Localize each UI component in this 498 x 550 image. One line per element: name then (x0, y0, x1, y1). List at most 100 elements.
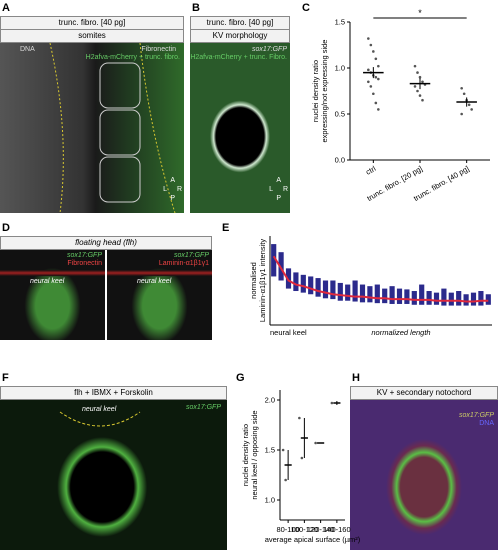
data-point (460, 86, 463, 90)
panel-label: D (2, 222, 10, 234)
data-point (377, 77, 380, 81)
x-tick-label: 140-160 (323, 525, 351, 534)
range-box (367, 286, 373, 303)
axis-label: R (282, 186, 288, 193)
y-axis-label: nuclei density ratio (311, 60, 320, 122)
data-point (470, 108, 473, 111)
y-axis-label: nuclei density ratio (241, 424, 250, 486)
micrograph: sox17:GFP Fibronectin neural keel (0, 250, 105, 340)
range-box (470, 292, 477, 306)
range-box (419, 284, 425, 305)
data-point (418, 75, 422, 79)
axis-label: A (170, 177, 175, 184)
x-axis-label: neural keel (270, 328, 307, 337)
fibronectin-band (0, 270, 105, 276)
axis-label: L (269, 186, 273, 193)
x-tick-label: 120-140 (307, 525, 335, 534)
panel-label: H (352, 372, 360, 384)
data-point (369, 43, 373, 47)
overlay (59, 411, 141, 427)
channel-label: sox17:GFP (66, 252, 102, 259)
panel-header: KV + secondary notochord (350, 386, 498, 400)
overlay (49, 43, 176, 213)
data-point (372, 92, 375, 96)
y-tick-label: 0.0 (335, 156, 345, 165)
range-box (293, 272, 299, 292)
x-tick-label: 80-100 (276, 525, 299, 534)
micrograph: DNA Fibronectin H2afva-mCherry + trunc. … (0, 43, 184, 213)
range-box (426, 291, 432, 305)
channel-label: sox17:GFP (173, 252, 209, 259)
data-point (374, 57, 378, 61)
y-tick-label: 1.0 (335, 64, 345, 73)
laminin-band (107, 270, 212, 276)
range-box (463, 294, 469, 306)
range-box (433, 292, 440, 305)
panel-label: A (2, 2, 10, 14)
channel-label: Fibronectin (67, 260, 102, 267)
channel-label: sox17:GFP (185, 404, 221, 411)
micrograph: sox17:GFP H2afva-mCherry + trunc. Fibro.… (190, 43, 290, 213)
data-point (377, 64, 380, 68)
data-point (367, 37, 370, 40)
range-box (330, 280, 336, 300)
significance-label: * (418, 8, 422, 18)
data-point (374, 75, 378, 79)
range-box (478, 291, 484, 306)
y-tick-label: 1.0 (265, 496, 275, 505)
data-point (467, 103, 471, 107)
y-axis-label: neural keel / opposing side (250, 410, 259, 499)
range-box (359, 284, 366, 303)
channel-label: DNA (20, 46, 35, 53)
data-point (300, 456, 304, 460)
channel-label: Laminin-α1β1γ1 (158, 260, 209, 267)
range-box (337, 282, 343, 301)
y-tick-label: 1.5 (265, 446, 275, 455)
range-box (448, 292, 454, 306)
y-tick-label: 0.5 (335, 110, 345, 119)
range-box (315, 278, 321, 297)
range-box (322, 280, 329, 299)
data-point (413, 64, 417, 68)
axis-label: P (276, 195, 281, 202)
axis-label: A (276, 177, 281, 184)
panel-label: B (192, 2, 200, 14)
range-box (404, 289, 410, 304)
panel-header: floating head (flh) (0, 236, 212, 250)
data-point (374, 101, 378, 105)
axis-label: P (170, 195, 175, 202)
channel-label: H2afva-mCherry + trunc. Fibro. (190, 54, 287, 61)
data-point (281, 448, 285, 452)
annotation: neural keel (137, 278, 172, 285)
range-box (345, 284, 351, 301)
y-axis-label: Laminin-α1β1γ1 intensity (258, 239, 267, 323)
data-point (367, 80, 370, 84)
data-point (416, 89, 419, 93)
panel-header: flh + IBMX + Forskolin (0, 386, 227, 400)
panel-label: F (2, 372, 9, 384)
range-box (396, 288, 403, 304)
data-point (298, 416, 301, 420)
data-point (314, 441, 317, 445)
channel-label: Fibronectin (141, 46, 176, 53)
axis-label: R (176, 186, 182, 193)
range-box (389, 286, 395, 304)
range-box (278, 252, 284, 281)
micrograph: sox17:GFP neural keel (0, 400, 227, 550)
median-line (272, 255, 489, 303)
range-box (285, 268, 292, 289)
range-box (352, 280, 358, 302)
panel-label: C (302, 2, 310, 14)
annotation: neural keel (82, 406, 117, 413)
x-tick-label: ctrl (364, 164, 377, 177)
data-point (413, 85, 417, 88)
y-axis-label: normalised (249, 262, 258, 299)
data-point (377, 108, 380, 111)
data-point (462, 92, 466, 96)
y-axis-label: expressing/not expressing side (320, 40, 329, 143)
data-point (284, 478, 287, 482)
range-box (441, 288, 447, 306)
channel-label: sox17:GFP (458, 412, 494, 419)
